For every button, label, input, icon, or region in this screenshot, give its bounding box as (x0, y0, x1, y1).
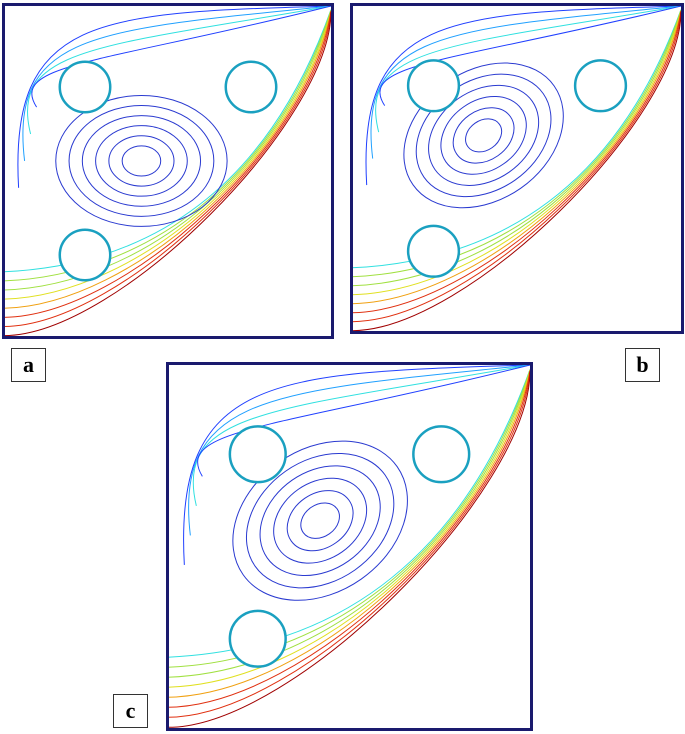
panel-label-c: c (113, 694, 148, 728)
streamline (3, 11, 332, 328)
streamline (167, 369, 531, 658)
cylinder (58, 228, 112, 282)
cavity-frame (350, 3, 684, 334)
vortex-streamline (95, 125, 188, 197)
streamline (167, 370, 531, 688)
streamline (351, 10, 682, 314)
cylinder (58, 60, 112, 114)
cylinder (412, 425, 471, 484)
streamline (26, 5, 332, 135)
vortex-streamline (68, 105, 215, 217)
cylinder (406, 59, 461, 113)
cylinder (228, 425, 287, 484)
streamline (3, 11, 332, 337)
streamline (192, 364, 531, 507)
streamline (167, 369, 531, 678)
streamline (3, 9, 332, 273)
streamline (3, 10, 332, 309)
cylinder (224, 60, 278, 114)
streamline (351, 11, 682, 332)
streamline (167, 371, 531, 728)
streamline (351, 10, 682, 296)
vortex-streamline (81, 115, 202, 207)
streamline (351, 10, 682, 287)
vortex-streamline (428, 84, 540, 186)
streamline (22, 5, 332, 161)
streamline (365, 5, 682, 186)
streamline (351, 10, 682, 305)
vortex-streamline (452, 107, 515, 164)
streamline (3, 10, 332, 300)
panel-b (350, 3, 684, 334)
streamline (188, 364, 531, 536)
panel-label-b: b (625, 348, 660, 382)
vortex-streamline (300, 502, 340, 539)
streamline (167, 370, 531, 698)
vortex-streamline (403, 62, 564, 209)
streamline (183, 364, 531, 565)
streamline (3, 10, 332, 291)
cylinder (406, 224, 461, 278)
cylinder (573, 59, 628, 113)
vortex-streamline (259, 465, 381, 577)
streamline (3, 9, 332, 282)
streamline (351, 9, 682, 269)
streamline (351, 9, 682, 278)
vortex-streamline (121, 145, 162, 177)
vortex-streamline (286, 490, 354, 552)
panel-c (166, 362, 533, 731)
vortex-streamline (55, 94, 228, 227)
streamline (370, 5, 682, 159)
streamline (17, 5, 332, 188)
vortex-streamline (273, 477, 368, 564)
vortex-streamline (465, 118, 503, 153)
cavity-frame (166, 362, 533, 731)
vortex-streamline (440, 96, 527, 175)
streamline (375, 5, 682, 133)
vortex-streamline (108, 135, 175, 187)
cavity-frame (2, 3, 334, 339)
vortex-streamline (245, 452, 395, 589)
streamline (167, 369, 531, 668)
streamline (167, 370, 531, 708)
streamline (3, 11, 332, 318)
streamline (167, 371, 531, 718)
streamline (351, 11, 682, 323)
cylinder (228, 609, 287, 668)
panel-a (2, 3, 334, 339)
panel-label-a: a (11, 348, 46, 382)
